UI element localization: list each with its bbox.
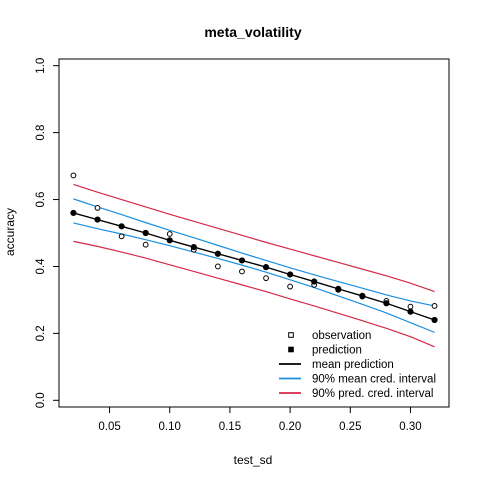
- prediction-point-15: [432, 317, 437, 322]
- observation-point-7: [240, 269, 245, 274]
- prediction-point-12: [360, 293, 365, 298]
- prediction-point-1: [95, 217, 100, 222]
- prediction-point-8: [263, 265, 268, 270]
- series-3-upper-line: [73, 199, 434, 306]
- legend-symbol-0: [289, 333, 294, 338]
- x-tick-label-2: 0.15: [219, 421, 241, 433]
- prediction-point-13: [384, 301, 389, 306]
- x-axis: 0.05 0.10 0.15 0.20 0.25 0.30: [98, 407, 421, 433]
- x-tick-label-3: 0.20: [279, 421, 301, 433]
- observation-point-15: [432, 304, 437, 309]
- legend-symbol-1: [289, 347, 294, 352]
- observation-point-9: [288, 284, 293, 289]
- prediction-point-9: [288, 272, 293, 277]
- observation-point-8: [264, 276, 269, 281]
- prediction-point-11: [336, 286, 341, 291]
- x-axis-label: test_sd: [234, 453, 273, 467]
- x-tick-label-4: 0.25: [339, 421, 361, 433]
- series-4-upper-line: [73, 184, 434, 291]
- series-2-line: [73, 213, 434, 320]
- observation-point-0: [71, 173, 76, 178]
- observation-point-3: [143, 242, 148, 247]
- prediction-point-14: [408, 309, 413, 314]
- prediction-point-4: [167, 238, 172, 243]
- y-tick-label-5: 1.0: [35, 58, 47, 74]
- x-tick-label-5: 0.30: [399, 421, 421, 433]
- y-axis-label: accuracy: [3, 208, 17, 256]
- legend-label-0: observation: [312, 330, 371, 342]
- observation-point-4: [167, 232, 172, 237]
- prediction-point-2: [119, 224, 124, 229]
- prediction-point-5: [191, 244, 196, 249]
- y-tick-label-3: 0.6: [35, 192, 47, 208]
- observation-point-2: [119, 234, 124, 239]
- prediction-point-6: [215, 251, 220, 256]
- legend-label-3: 90% mean cred. interval: [312, 374, 436, 386]
- x-tick-label-1: 0.10: [159, 421, 181, 433]
- y-axis: 0.0 0.2 0.4 0.6 0.8 1.0: [35, 58, 59, 409]
- observation-point-6: [215, 264, 220, 269]
- y-tick-label-1: 0.2: [35, 325, 47, 341]
- y-tick-label-2: 0.4: [35, 258, 47, 275]
- prediction-point-10: [312, 279, 317, 284]
- prediction-point-3: [143, 230, 148, 235]
- legend-label-4: 90% pred. cred. interval: [312, 388, 433, 400]
- legend: observation prediction mean prediction 90% …: [279, 330, 436, 400]
- observation-point-1: [95, 206, 100, 211]
- y-tick-label-0: 0.0: [35, 392, 47, 408]
- observation-point-14: [408, 304, 413, 309]
- chart-title: meta_volatility: [204, 24, 301, 40]
- prediction-point-0: [71, 210, 76, 215]
- x-tick-label-0: 0.05: [98, 421, 120, 433]
- y-tick-label-4: 0.8: [35, 125, 47, 141]
- legend-label-1: prediction: [312, 345, 362, 357]
- series-layer: [71, 173, 437, 347]
- prediction-point-7: [239, 258, 244, 263]
- legend-label-2: mean prediction: [312, 359, 394, 371]
